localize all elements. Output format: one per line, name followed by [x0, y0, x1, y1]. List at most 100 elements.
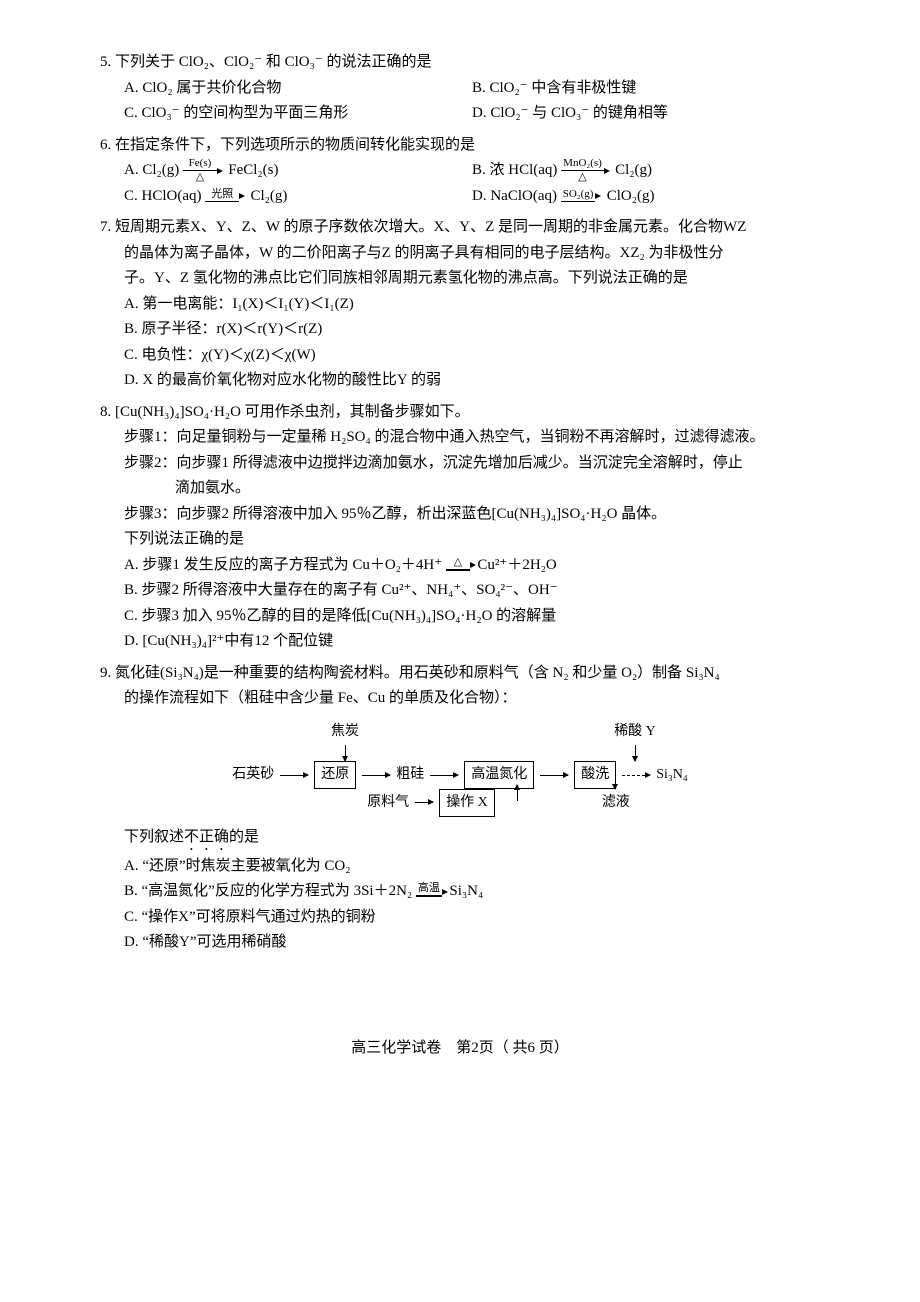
q5-stem: 5. 下列关于 ClO₂、ClO₂⁻ 和 ClO₃⁻ 的说法正确的是	[100, 50, 820, 76]
question-5: 5. 下列关于 ClO₂、ClO₂⁻ 和 ClO₃⁻ 的说法正确的是 A. Cl…	[100, 50, 820, 127]
q6-stem: 6. 在指定条件下，下列选项所示的物质间转化能实现的是	[100, 133, 820, 159]
flow-diluteY-col: 稀酸 Y	[610, 720, 660, 762]
q9-lead-a: 下列叙述	[124, 829, 184, 845]
flow-quartz: 石英砂	[232, 763, 274, 787]
flow-diluteY: 稀酸 Y	[614, 720, 656, 744]
right-arrow-icon	[540, 775, 568, 776]
q8-step2a: 步骤2：向步骤1 所得滤液中边搅拌边滴加氨水，沉淀先增加后减少。当沉淀完全溶解时…	[100, 451, 820, 477]
question-7: 7. 短周期元素X、Y、Z、W 的原子序数依次增大。X、Y、Z 是同一周期的非金…	[100, 215, 820, 394]
flow-bottom-row: 原料气 操作 X 滤液	[100, 789, 820, 817]
arrow-icon: 光照	[205, 189, 239, 203]
q6c-cond-bot	[205, 202, 239, 203]
q6b-cond-bot: △	[561, 171, 604, 183]
q5-row1: A. ClO₂ 属于共价化合物 B. ClO₂⁻ 中含有非极性键	[100, 76, 820, 102]
q9-lead-b: 的是	[229, 829, 259, 845]
q6d-cond-bot	[561, 202, 596, 203]
flow-filtrate: 滤液	[602, 791, 630, 815]
q9b-right: Si₃N₄	[449, 883, 483, 899]
q6-row2: C. HClO(aq) 光照 Cl₂(g) D. NaClO(aq) SO₂(g…	[100, 184, 820, 210]
question-9: 9. 氮化硅(Si₃N₄)是一种重要的结构陶瓷材料。用石英砂和原料气（含 N₂ …	[100, 661, 820, 956]
q6-opt-b: B. 浓 HCl(aq) MnO₂(s) △ Cl₂(g)	[472, 158, 820, 184]
arrow-icon: SO₂(g)	[561, 189, 596, 203]
q6a-cond-top: Fe(s)	[183, 158, 217, 171]
q8-opt-d: D. [Cu(NH₃)₄]²⁺中有12 个配位键	[100, 629, 820, 655]
q6c-right: Cl₂(g)	[251, 188, 288, 204]
q7-stem-1: 7. 短周期元素X、Y、Z、W 的原子序数依次增大。X、Y、Z 是同一周期的非金…	[100, 215, 820, 241]
q6d-cond-top: SO₂(g)	[561, 189, 596, 202]
q8-opt-b: B. 步骤2 所得溶液中大量存在的离子有 Cu²⁺、NH₄⁺、SO₄²⁻、OH⁻	[100, 578, 820, 604]
q7-stem-3: 子。Y、Z 氢化物的沸点比它们同族相邻周期元素氢化物的沸点高。下列说法正确的是	[100, 266, 820, 292]
flow-reduce-box: 还原	[314, 761, 356, 789]
q6b-cond-top: MnO₂(s)	[561, 158, 604, 171]
page-footer: 高三化学试卷 第2页（ 共6 页）	[100, 1036, 820, 1062]
q8a-right: Cu²⁺＋2H₂O	[477, 557, 556, 573]
flow-top-labels: 焦炭 稀酸 Y	[100, 720, 820, 762]
q6d-right: ClO₂(g)	[607, 188, 655, 204]
flow-acidwash-box: 酸洗	[574, 761, 616, 789]
q9b-left: B. “高温氮化”反应的化学方程式为 3Si＋2N₂	[124, 883, 416, 899]
dashed-right-arrow-icon	[622, 775, 650, 776]
q9b-top: 高温	[416, 883, 442, 896]
up-arrow-icon	[517, 785, 518, 801]
q6a-right: FeCl₂(s)	[228, 162, 278, 178]
flow-rawgas: 原料气	[367, 791, 409, 815]
q9-stem-2: 的操作流程如下（粗硅中含少量 Fe、Cu 的单质及化合物）：	[100, 686, 820, 712]
q6d-left: D. NaClO(aq)	[472, 188, 557, 204]
flow-rawsi: 粗硅	[396, 763, 424, 787]
q8-lead: 下列说法正确的是	[100, 527, 820, 553]
flow-nitride-box: 高温氮化	[464, 761, 534, 789]
q6b-left: B. 浓 HCl(aq)	[472, 162, 557, 178]
q5-opt-a: A. ClO₂ 属于共价化合物	[124, 76, 472, 102]
q8-opt-c: C. 步骤3 加入 95％乙醇的目的是降低[Cu(NH₃)₄]SO₄·H₂O 的…	[100, 604, 820, 630]
question-8: 8. [Cu(NH₃)₄]SO₄·H₂O 可用作杀虫剂，其制备步骤如下。 步骤1…	[100, 400, 820, 655]
arrow-icon: Fe(s) △	[183, 158, 217, 183]
q7-opt-a: A. 第一电离能：I₁(X)＜I₁(Y)＜I₁(Z)	[100, 292, 820, 318]
equal-arrow-icon: 高温	[416, 883, 442, 900]
down-arrow-icon	[635, 745, 636, 761]
right-arrow-icon	[280, 775, 308, 776]
q6b-right: Cl₂(g)	[615, 162, 652, 178]
q6a-cond-bot: △	[183, 171, 217, 183]
q6-opt-c: C. HClO(aq) 光照 Cl₂(g)	[124, 184, 472, 210]
q6a-left: A. Cl₂(g)	[124, 162, 179, 178]
q9-opt-a: A. “还原”时焦炭主要被氧化为 CO₂	[100, 854, 820, 880]
flow-filtrate-col: 滤液	[591, 791, 641, 815]
down-arrow-icon	[615, 773, 616, 789]
q5-row2: C. ClO₃⁻ 的空间构型为平面三角形 D. ClO₂⁻ 与 ClO₃⁻ 的键…	[100, 101, 820, 127]
down-arrow-icon	[345, 745, 346, 761]
q7-opt-c: C. 电负性：χ(Y)＜χ(Z)＜χ(W)	[100, 343, 820, 369]
q5-opt-b: B. ClO₂⁻ 中含有非极性键	[472, 76, 820, 102]
q7-opt-b: B. 原子半径：r(X)＜r(Y)＜r(Z)	[100, 317, 820, 343]
flow-coke-col: 焦炭	[322, 720, 368, 762]
q8-step2b: 滴加氨水。	[100, 476, 820, 502]
q6-opt-a: A. Cl₂(g) Fe(s) △ FeCl₂(s)	[124, 158, 472, 184]
right-arrow-icon	[430, 775, 458, 776]
q7-opt-d: D. X 的最高价氧化物对应水化物的酸性比Y 的弱	[100, 368, 820, 394]
q9-opt-c: C. “操作X”可将原料气通过灼热的铜粉	[100, 905, 820, 931]
q9-opt-d: D. “稀酸Y”可选用稀硝酸	[100, 930, 820, 956]
right-arrow-icon	[415, 802, 433, 803]
q8-stem: 8. [Cu(NH₃)₄]SO₄·H₂O 可用作杀虫剂，其制备步骤如下。	[100, 400, 820, 426]
q5-opt-d: D. ClO₂⁻ 与 ClO₃⁻ 的键角相等	[472, 101, 820, 127]
q9-lead: 下列叙述不正确的是	[100, 825, 820, 854]
question-6: 6. 在指定条件下，下列选项所示的物质间转化能实现的是 A. Cl₂(g) Fe…	[100, 133, 820, 210]
q9-lead-emph: 不正确	[184, 829, 229, 845]
q8a-left: A. 步骤1 发生反应的离子方程式为 Cu＋O₂＋4H⁺	[124, 557, 446, 573]
q8-opt-a: A. 步骤1 发生反应的离子方程式为 Cu＋O₂＋4H⁺ △ Cu²⁺＋2H₂O	[100, 553, 820, 579]
q9-flowchart: 焦炭 稀酸 Y 石英砂 还原 粗硅 高温氮化 酸洗 Si₃N₄	[100, 720, 820, 817]
q9-opt-b: B. “高温氮化”反应的化学方程式为 3Si＋2N₂ 高温 Si₃N₄	[100, 879, 820, 905]
flow-main-row: 石英砂 还原 粗硅 高温氮化 酸洗 Si₃N₄	[232, 761, 688, 789]
q9-stem-1: 9. 氮化硅(Si₃N₄)是一种重要的结构陶瓷材料。用石英砂和原料气（含 N₂ …	[100, 661, 820, 687]
q6c-left: C. HClO(aq)	[124, 188, 202, 204]
q8-step1: 步骤1：向足量铜粉与一定量稀 H₂SO₄ 的混合物中通入热空气，当铜粉不再溶解时…	[100, 425, 820, 451]
equal-arrow-icon: △	[446, 557, 470, 574]
right-arrow-icon	[362, 775, 390, 776]
q8-step3: 步骤3：向步骤2 所得溶液中加入 95％乙醇，析出深蓝色[Cu(NH₃)₄]SO…	[100, 502, 820, 528]
q8a-top: △	[446, 557, 470, 570]
q7-stem-2: 的晶体为离子晶体，W 的二价阳离子与Z 的阴离子具有相同的电子层结构。XZ₂ 为…	[100, 241, 820, 267]
arrow-icon: MnO₂(s) △	[561, 158, 604, 183]
flow-product: Si₃N₄	[656, 763, 688, 787]
q6c-cond-top: 光照	[205, 189, 239, 202]
q6-opt-d: D. NaClO(aq) SO₂(g) ClO₂(g)	[472, 184, 820, 210]
flow-opx-box: 操作 X	[439, 789, 495, 817]
